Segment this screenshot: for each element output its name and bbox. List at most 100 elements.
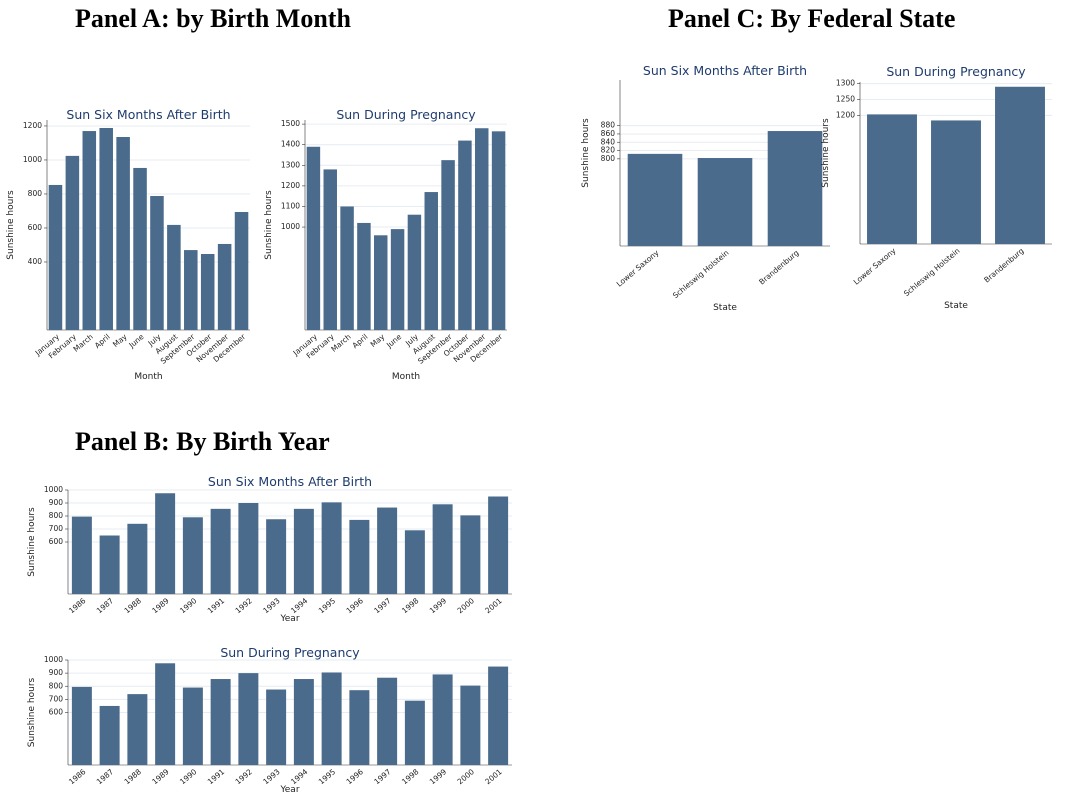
- x-tick-label: 1989: [150, 767, 171, 786]
- y-axis-title: Sunshine hours: [581, 118, 591, 188]
- bar: [323, 169, 337, 330]
- x-tick-label: 1986: [67, 596, 88, 615]
- bar: [627, 153, 683, 246]
- bar: [995, 86, 1045, 244]
- x-tick-label: Lower Saxony: [852, 246, 898, 287]
- x-tick-label: 2001: [483, 767, 504, 786]
- bar: [697, 158, 753, 246]
- y-tick-label: 1250: [836, 94, 855, 103]
- bar: [374, 235, 388, 330]
- x-tick-label: April: [351, 332, 370, 350]
- x-tick-label: 1994: [289, 767, 310, 786]
- bar: [71, 686, 92, 765]
- x-tick-label: March: [72, 332, 95, 354]
- bar: [377, 677, 398, 765]
- bar: [458, 140, 472, 330]
- bar: [127, 694, 148, 765]
- bar: [488, 666, 509, 765]
- x-tick-label: 1994: [289, 596, 310, 615]
- bar: [340, 206, 354, 330]
- x-tick-label: Lower Saxony: [615, 248, 661, 289]
- bar: [293, 679, 314, 765]
- x-axis-title: State: [944, 301, 968, 311]
- bar: [460, 685, 481, 765]
- x-tick-label: June: [384, 332, 403, 350]
- y-tick-label: 900: [49, 498, 64, 507]
- x-tick-label: 1987: [95, 596, 116, 615]
- chart-title: Sun Six Months After Birth: [643, 63, 807, 78]
- x-tick-label: 1988: [123, 596, 144, 615]
- x-tick-label: 1996: [345, 596, 366, 615]
- bar: [238, 673, 259, 765]
- x-tick-label: April: [93, 332, 112, 350]
- bar: [441, 160, 455, 330]
- bar: [155, 663, 176, 765]
- y-tick-label: 1000: [44, 485, 63, 494]
- y-tick-label: 1300: [281, 160, 300, 169]
- bar: [127, 523, 148, 594]
- bar: [82, 131, 97, 330]
- bar: [349, 519, 370, 594]
- y-tick-label: 1500: [281, 119, 300, 128]
- x-tick-label: 2001: [483, 596, 504, 615]
- bar: [432, 504, 453, 594]
- x-tick-label: May: [111, 332, 129, 349]
- y-tick-label: 900: [49, 668, 64, 677]
- bar: [182, 517, 203, 594]
- x-tick-label: 1996: [345, 767, 366, 786]
- x-tick-label: 1995: [317, 767, 338, 786]
- bar: [377, 507, 398, 594]
- y-tick-label: 860: [601, 129, 616, 138]
- bar: [150, 196, 164, 330]
- y-axis-title: Sunshine hours: [264, 190, 274, 260]
- x-tick-label: 1991: [206, 767, 227, 786]
- x-tick-label: 1999: [428, 596, 449, 615]
- bar: [321, 672, 342, 765]
- chart-title: Sun During Pregnancy: [886, 64, 1026, 79]
- y-tick-label: 700: [49, 694, 64, 703]
- y-tick-label: 1000: [281, 222, 300, 231]
- x-tick-label: 1993: [261, 596, 282, 615]
- bar: [475, 128, 489, 330]
- x-tick-label: 1995: [317, 596, 338, 615]
- y-tick-label: 880: [601, 121, 616, 130]
- y-tick-label: 1300: [836, 79, 855, 88]
- bar: [99, 705, 120, 765]
- bar: [65, 155, 80, 330]
- bar: [407, 214, 422, 330]
- bar: [167, 224, 181, 330]
- bar: [432, 674, 453, 765]
- x-tick-label: 2000: [456, 596, 477, 615]
- x-tick-label: 1990: [178, 767, 199, 786]
- x-axis-title: Year: [279, 785, 299, 795]
- x-tick-label: Schleswig Holstein: [671, 248, 731, 300]
- x-tick-label: June: [127, 332, 146, 350]
- bar: [210, 508, 231, 594]
- bar: [48, 184, 63, 330]
- y-tick-label: 800: [49, 681, 64, 690]
- x-axis-title: Month: [134, 372, 162, 382]
- y-tick-label: 1000: [23, 155, 42, 164]
- bar: [71, 516, 92, 594]
- x-tick-label: March: [329, 332, 352, 354]
- y-tick-label: 1100: [281, 201, 300, 210]
- bar: [184, 250, 198, 330]
- x-tick-label: 1989: [150, 596, 171, 615]
- bar: [217, 243, 232, 330]
- bar: [116, 137, 130, 330]
- x-tick-label: 1990: [178, 596, 199, 615]
- bar: [200, 253, 215, 330]
- y-tick-label: 840: [601, 137, 616, 146]
- bar: [491, 131, 506, 330]
- y-tick-label: 1200: [281, 181, 300, 190]
- bar: [321, 502, 342, 594]
- y-axis-title: Sunshine hours: [6, 190, 16, 260]
- y-tick-label: 600: [49, 708, 64, 717]
- bar: [99, 127, 113, 330]
- x-axis-title: Month: [392, 372, 420, 382]
- bar: [155, 493, 176, 594]
- y-axis-title: Sunshine hours: [27, 507, 37, 577]
- y-tick-label: 820: [601, 146, 616, 155]
- y-axis-title: Sunshine hours: [27, 677, 37, 747]
- bar: [99, 535, 120, 594]
